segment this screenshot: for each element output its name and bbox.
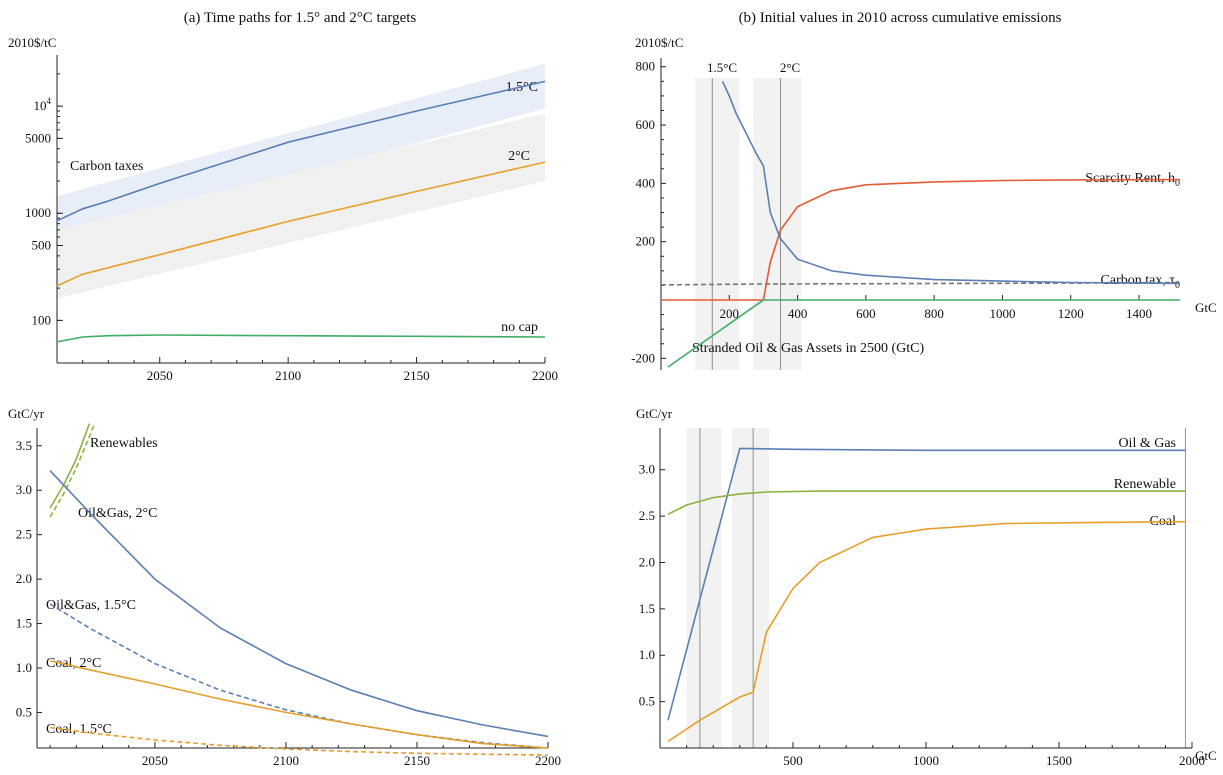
xtick-label-b: 400 [788, 306, 808, 321]
series-line-b-3 [667, 299, 1180, 368]
oil-gas-label: Oil & Gas [1118, 436, 1176, 451]
ytick-label-c: 0.5 [16, 704, 32, 719]
series-line-d-1 [667, 490, 1186, 516]
ytick-label-b: 400 [636, 175, 656, 190]
xtick-label-b: 1000 [989, 306, 1015, 321]
series-line-d-0 [667, 447, 1186, 721]
series-line-c-4 [49, 660, 549, 749]
panel-d: GtC/yr GtC Oil & Gas Renewable Coal 0.51… [636, 406, 1217, 768]
ytick-label-a: 500 [32, 237, 52, 252]
series-line-c-0 [49, 423, 91, 509]
xtick-label-b: 1200 [1058, 306, 1084, 321]
panel-a: (a) Time paths for 1.5° and 2°C targets … [8, 10, 558, 383]
ytick-label-d: 1.5 [639, 601, 655, 616]
ytick-label-c: 1.0 [16, 660, 32, 675]
ytick-label-c: 2.0 [16, 571, 32, 586]
coal-1-5c-label: Coal, 1.5°C [46, 722, 112, 737]
band-a-1 [57, 113, 545, 299]
ytick-label-c: 1.5 [16, 616, 32, 631]
oil-gas-2c-label: Oil&Gas, 2°C [78, 506, 158, 521]
coal-2c-label: Coal, 2°C [46, 656, 101, 671]
panel-c: GtC/yr Renewables Oil&Gas, 2°C Oil&Gas, … [8, 406, 561, 768]
target-band-d-0 [686, 428, 722, 748]
series-line-d-2 [667, 520, 1186, 743]
xtick-label-a: 2150 [404, 368, 430, 383]
vline-label-2c: 2°C [780, 60, 800, 75]
panel-b-ylabel: 2010$/tC [635, 35, 683, 50]
panel-b-xlabel: GtC [1195, 300, 1217, 315]
panel-a-ylabel: 2010$/tC [8, 35, 56, 50]
ytick-label-c: 3.0 [16, 482, 32, 497]
panel-d-xlabel: GtC [1195, 748, 1217, 763]
series-line-a-2 [56, 334, 546, 343]
ytick-label-d: 0.5 [639, 694, 655, 709]
renewables-label: Renewables [90, 436, 158, 451]
ytick-label-a: 1000 [25, 205, 51, 220]
panel-c-ylabel: GtC/yr [8, 406, 45, 421]
scarcity-rent-label: Scarcity Rent, h0 [1085, 171, 1180, 189]
series-line-c-1 [49, 423, 96, 518]
series-label-2c: 2°C [508, 149, 530, 164]
panel-b-title: (b) Initial values in 2010 across cumula… [739, 10, 1062, 26]
series-line-c-3 [49, 603, 549, 749]
ytick-label-d: 2.0 [639, 554, 655, 569]
oil-gas-1-5c-label: Oil&Gas, 1.5°C [46, 598, 136, 613]
series-line-b-2 [721, 80, 1181, 285]
series-line-a-0 [56, 80, 546, 222]
ytick-label-d: 2.5 [639, 508, 655, 523]
series-label-no-cap: no cap [501, 320, 538, 335]
target-band-d-1 [731, 428, 770, 748]
xtick-label-c: 2050 [142, 753, 168, 768]
xtick-label-c: 2100 [273, 753, 299, 768]
xtick-label-b: 200 [720, 306, 740, 321]
stranded-assets-annotation: Stranded Oil & Gas Assets in 2500 (GtC) [692, 341, 924, 356]
target-band-b-0 [695, 78, 740, 370]
xtick-label-b: 1400 [1126, 306, 1152, 321]
xtick-label-b: 600 [856, 306, 876, 321]
xtick-label-d: 1000 [913, 753, 939, 768]
xtick-label-c: 2200 [535, 753, 561, 768]
ytick-label-d: 1.0 [639, 647, 655, 662]
xtick-label-d: 1500 [1046, 753, 1072, 768]
carbon-taxes-annotation: Carbon taxes [70, 159, 143, 174]
band-a-0 [57, 63, 545, 241]
xtick-label-c: 2150 [404, 753, 430, 768]
series-line-c-2 [49, 470, 549, 738]
xtick-label-a: 2100 [275, 368, 301, 383]
xtick-label-a: 2050 [147, 368, 173, 383]
panel-a-title: (a) Time paths for 1.5° and 2°C targets [184, 10, 417, 26]
series-line-c-5 [49, 726, 549, 756]
target-band-b-1 [753, 78, 801, 370]
carbon-tax-label: Carbon tax, τ0 [1101, 273, 1180, 291]
ytick-label-c: 3.5 [16, 438, 32, 453]
series-line-a-1 [56, 161, 546, 287]
panel-d-ylabel: GtC/yr [636, 406, 673, 421]
ytick-label-b: 200 [636, 234, 656, 249]
xtick-label-a: 2200 [532, 368, 558, 383]
ytick-label-a: 100 [32, 312, 52, 327]
xtick-label-b: 800 [924, 306, 944, 321]
ytick-label-a: 5000 [25, 130, 51, 145]
panel-b: (b) Initial values in 2010 across cumula… [631, 10, 1217, 370]
ytick-label-d: 3.0 [639, 462, 655, 477]
ytick-label-b: 800 [636, 59, 656, 74]
ytick-label-b: 600 [636, 117, 656, 132]
xtick-label-d: 500 [783, 753, 803, 768]
vline-label-1-5c: 1.5°C [707, 60, 737, 75]
ytick-label-c: 2.5 [16, 527, 32, 542]
ytick-label-a: 104 [34, 96, 52, 113]
xtick-label-d: 2000 [1179, 753, 1205, 768]
ytick-label-b: -200 [631, 350, 655, 365]
renewable-label: Renewable [1114, 477, 1176, 492]
